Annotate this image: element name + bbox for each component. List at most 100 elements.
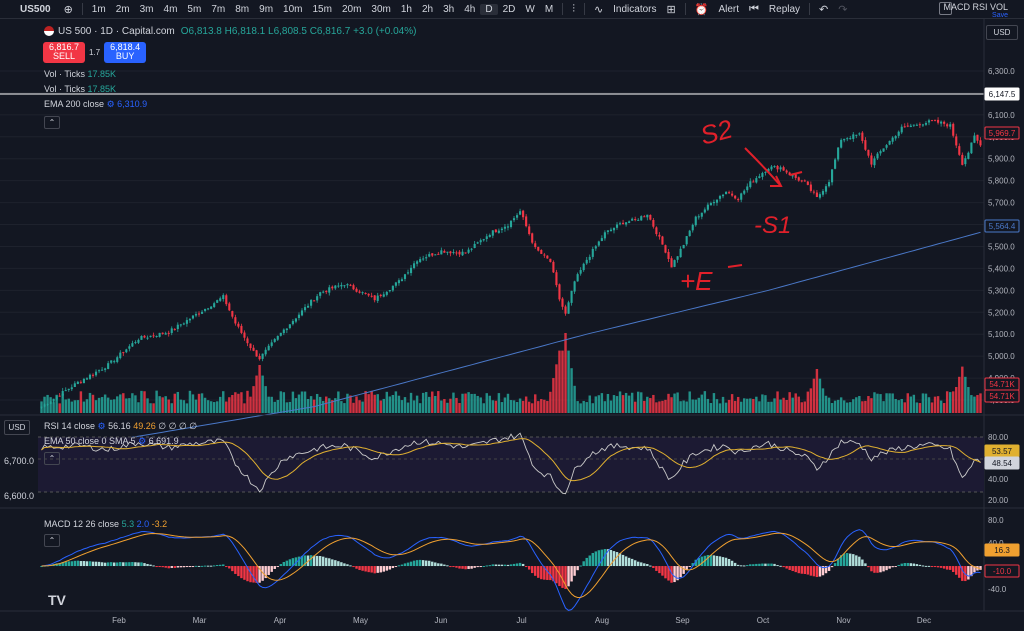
ema-name: EMA 200 close <box>44 99 105 109</box>
settings-icon[interactable]: ⚙ <box>97 421 106 431</box>
timeframe-1m[interactable]: 1m <box>91 3 106 15</box>
macd-bar <box>297 556 301 567</box>
timeframe-2h[interactable]: 2h <box>421 3 434 15</box>
ema-legend[interactable]: EMA 200 close ⚙ 6,310.9 <box>44 99 147 110</box>
macd-bar <box>94 561 98 567</box>
macd-legend[interactable]: MACD 12 26 close 5.3 2.0 -3.2 <box>44 519 167 529</box>
vol-legend-1[interactable]: Vol · Ticks 17.85K <box>44 69 116 79</box>
volume-bar <box>809 388 813 413</box>
volume-bar <box>812 378 816 413</box>
volume-bar <box>246 390 249 413</box>
replay-icon[interactable]: ⏮ <box>749 2 759 15</box>
chart-type-icon[interactable]: ⫶ <box>572 2 575 15</box>
candle-body <box>670 258 673 268</box>
candle-body <box>125 349 128 353</box>
rsi-legend[interactable]: RSI 14 close ⚙ 56.16 49.26 ∅ ∅ ∅ ∅ <box>44 421 197 432</box>
candle-body <box>582 263 585 271</box>
volume-bar <box>824 395 828 413</box>
layout-checkbox[interactable] <box>939 2 952 15</box>
timeframe-1h[interactable]: 1h <box>400 3 412 15</box>
indicators-icon[interactable]: ∿ <box>593 3 604 16</box>
redo-icon[interactable]: ↷ <box>838 3 848 16</box>
layout-name[interactable]: MACD RSI VOL Save <box>943 2 1008 19</box>
candle-body <box>73 383 76 388</box>
macd-bar <box>364 566 367 572</box>
macd-bar <box>152 565 155 567</box>
macd-bar <box>537 566 540 578</box>
volume-bar <box>537 401 540 413</box>
save-link[interactable]: Save <box>992 12 1008 19</box>
collapse-rsi-button[interactable]: ⌃ <box>44 452 60 465</box>
timeframe-8m[interactable]: 8m <box>235 3 250 15</box>
macd-bar <box>222 564 225 567</box>
timeframe-7m[interactable]: 7m <box>211 3 226 15</box>
timeframe-15m[interactable]: 15m <box>312 3 332 15</box>
volume-bar <box>709 403 713 413</box>
candle-body <box>606 230 609 232</box>
layouts-icon[interactable]: ⊞ <box>666 3 676 16</box>
timeframe-4m[interactable]: 4m <box>163 3 178 15</box>
volume-bar <box>428 396 431 413</box>
timeframe-3m[interactable]: 3m <box>139 3 154 15</box>
annotation-entry: +E <box>680 266 713 296</box>
volume-bar <box>500 402 504 413</box>
vol-legend-2[interactable]: Vol · Ticks 17.85K <box>44 84 116 94</box>
settings-icon[interactable]: ⚙ <box>138 436 147 446</box>
volume-bar <box>767 401 770 413</box>
candle-body <box>888 140 891 145</box>
sell-button[interactable]: 6,816.7 SELL <box>43 42 85 63</box>
alert-icon[interactable]: ⏰ <box>694 3 709 16</box>
macd-bar <box>770 563 773 567</box>
timeframe-D[interactable]: D <box>480 3 498 15</box>
volume-bar <box>512 400 516 413</box>
indicators-button[interactable]: Indicators <box>613 3 657 15</box>
currency-left-button[interactable]: USD <box>4 420 30 435</box>
collapse-macd-button[interactable]: ⌃ <box>44 534 60 547</box>
timeframe-10m[interactable]: 10m <box>283 3 303 15</box>
macd-bar <box>382 566 385 572</box>
ema50-legend[interactable]: EMA 50 close 0 SMA 5 ⚙ 6,691.9 <box>44 436 179 447</box>
macd-bar <box>752 564 755 567</box>
add-symbol-icon[interactable]: ⊕ <box>63 3 73 16</box>
timeframe-5m[interactable]: 5m <box>187 3 202 15</box>
volume-bar <box>849 402 852 413</box>
buy-button[interactable]: 6,818.4 BUY <box>104 42 147 63</box>
macd-bar <box>258 566 261 583</box>
volume-bar <box>397 395 401 413</box>
timeframe-4h[interactable]: 4h <box>464 3 476 15</box>
macd-bar <box>234 566 237 574</box>
macd-bar <box>597 550 601 567</box>
timeframe-20m[interactable]: 20m <box>341 3 362 15</box>
timeframe-2D[interactable]: 2D <box>502 3 516 15</box>
candle-body <box>634 219 637 221</box>
price-axis-label: 5,100.0 <box>988 330 1015 339</box>
candle-body <box>276 335 279 340</box>
price-tag-bg <box>984 564 1020 578</box>
symbol-title[interactable]: US 500 · 1D · Capital.com <box>58 25 175 37</box>
candle-body <box>570 290 573 303</box>
settings-icon[interactable]: ⚙ <box>106 99 115 109</box>
candle-body <box>470 248 473 250</box>
candle-body <box>52 398 55 402</box>
price-axis-label: 5,000.0 <box>988 352 1015 361</box>
symbol-search[interactable]: US500 <box>20 3 51 15</box>
volume-bars <box>40 333 982 413</box>
timeframe-M[interactable]: M <box>544 3 554 15</box>
collapse-legend-button[interactable]: ⌃ <box>44 116 60 129</box>
timeframe-9m[interactable]: 9m <box>259 3 274 15</box>
price-tag-text: 16.3 <box>994 546 1010 555</box>
volume-bar <box>606 393 610 413</box>
timeframe-W[interactable]: W <box>525 3 535 15</box>
timeframe-2m[interactable]: 2m <box>115 3 130 15</box>
macd-bar <box>270 566 273 572</box>
timeframe-3h[interactable]: 3h <box>443 3 455 15</box>
currency-button[interactable]: USD <box>986 25 1018 40</box>
undo-icon[interactable]: ↶ <box>819 3 829 16</box>
alert-button[interactable]: Alert <box>718 3 739 15</box>
volume-bar <box>225 401 228 413</box>
candle-body <box>443 250 446 253</box>
timeframe-30m[interactable]: 30m <box>371 3 391 15</box>
macd-bar <box>458 566 461 569</box>
replay-button[interactable]: Replay <box>768 3 801 15</box>
